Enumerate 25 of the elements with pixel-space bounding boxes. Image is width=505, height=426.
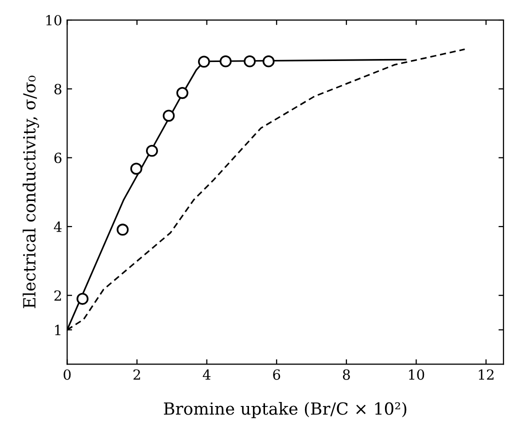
x-axis-title: Bromine uptake (Br/C × 10²) xyxy=(164,402,406,418)
point xyxy=(162,110,175,122)
point xyxy=(176,87,188,99)
y-tick-label: 6 xyxy=(54,152,62,164)
y-tick-label: 10 xyxy=(46,14,62,26)
x-tick-label: 6 xyxy=(273,369,280,380)
x-tick-label: 0 xyxy=(64,369,71,380)
point xyxy=(198,56,210,68)
x-tick-label: 4 xyxy=(202,369,211,380)
y-axis-title: Electrical conductivity, σ/σ₀ xyxy=(22,76,40,308)
y-tick-label: 1 xyxy=(55,324,60,336)
x-tick-label: 12 xyxy=(478,369,494,380)
y-tick-label: 2 xyxy=(54,290,61,301)
point xyxy=(220,55,232,68)
point xyxy=(244,55,256,68)
x-tick-label: 2 xyxy=(134,369,140,380)
point xyxy=(130,162,142,175)
x-tick-label: 8 xyxy=(342,369,350,380)
point xyxy=(146,144,158,157)
x-tick-label: 10 xyxy=(409,369,424,380)
point xyxy=(116,224,129,236)
point xyxy=(262,55,275,68)
y-tick-label: 4 xyxy=(54,222,62,232)
point xyxy=(76,292,89,305)
y-tick-label: 8 xyxy=(54,84,62,94)
